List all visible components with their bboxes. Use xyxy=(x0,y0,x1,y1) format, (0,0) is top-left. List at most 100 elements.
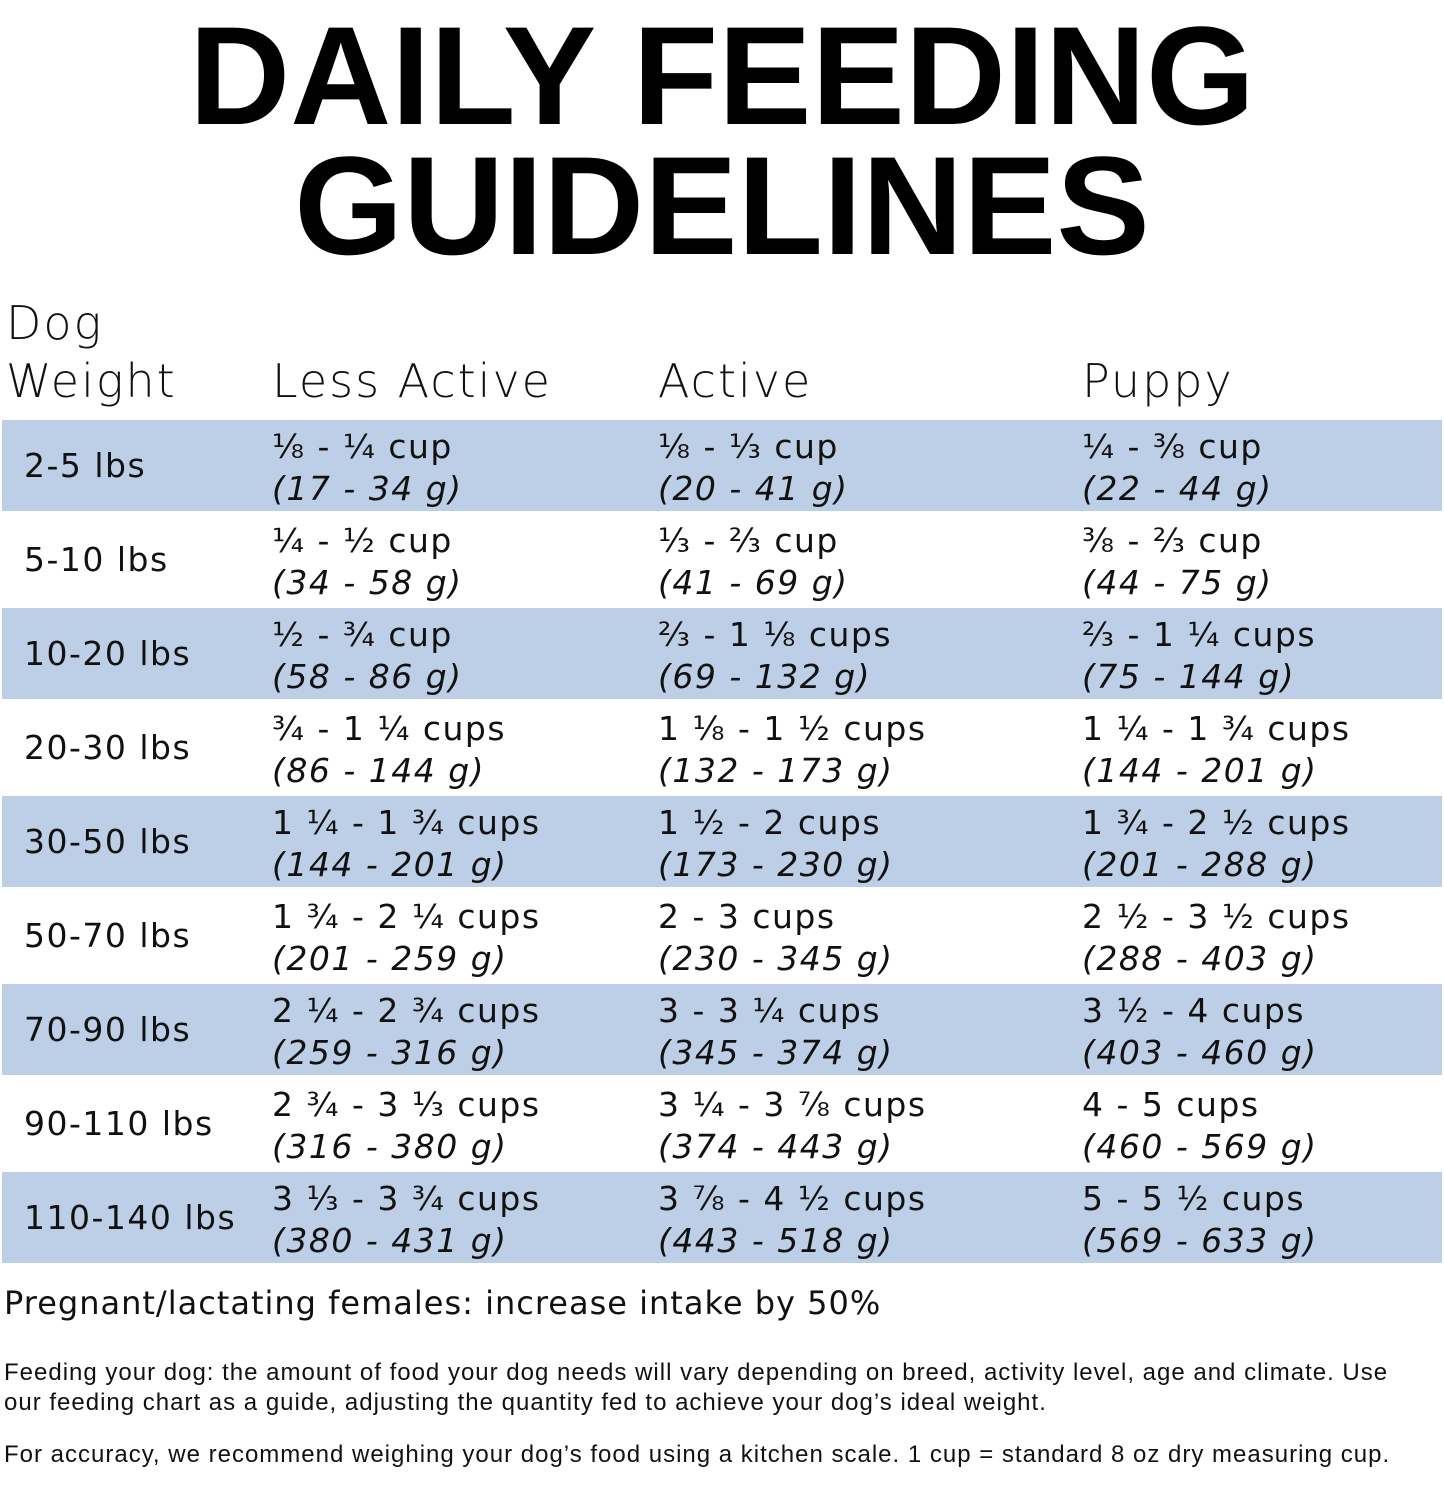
cups-amount: 2 ½ - 3 ½ cups xyxy=(1082,897,1351,936)
header-less-active: Less Active xyxy=(272,354,552,408)
puppy-cell: 3 ½ - 4 cups (403 - 460 g) xyxy=(1082,990,1318,1074)
cups-amount: 1 ¾ - 2 ½ cups xyxy=(1082,803,1351,842)
table-row: 50-70 lbs 1 ¾ - 2 ¼ cups (201 - 259 g) 2 - … xyxy=(2,890,1442,981)
less-active-cell: ½ - ¾ cup (58 - 86 g) xyxy=(272,614,463,698)
header-active: Active xyxy=(658,354,813,408)
active-cell: 1 ⅛ - 1 ½ cups (132 - 173 g) xyxy=(658,708,927,792)
cups-amount: ⅛ - ¼ cup xyxy=(272,427,453,466)
cups-amount: ⅔ - 1 ⅛ cups xyxy=(658,615,893,654)
footnotes: Feeding your dog: the amount of food you… xyxy=(4,1358,1424,1492)
grams-amount: (443 - 518 g) xyxy=(658,1221,894,1260)
grams-amount: (17 - 34 g) xyxy=(272,469,463,508)
header-dog-weight: Dog Weight xyxy=(6,294,177,410)
grams-amount: (44 - 75 g) xyxy=(1082,563,1273,602)
weight-cell: 5-10 lbs xyxy=(24,540,169,579)
grams-amount: (173 - 230 g) xyxy=(658,845,894,884)
less-active-cell: ¾ - 1 ¼ cups (86 - 144 g) xyxy=(272,708,506,792)
accuracy-paragraph: For accuracy, we recommend weighing your… xyxy=(4,1441,1391,1468)
grams-amount: (75 - 144 g) xyxy=(1082,657,1296,696)
less-active-cell: 1 ¾ - 2 ¼ cups (201 - 259 g) xyxy=(272,896,541,980)
less-active-cell: 2 ¾ - 3 ⅓ cups (316 - 380 g) xyxy=(272,1084,541,1168)
active-cell: 3 - 3 ¼ cups (345 - 374 g) xyxy=(658,990,894,1074)
cups-amount: 3 ½ - 4 cups xyxy=(1082,991,1306,1030)
cups-amount: ⅜ - ⅔ cup xyxy=(1082,521,1263,560)
table-row: 70-90 lbs 2 ¼ - 2 ¾ cups (259 - 316 g) 3 - … xyxy=(2,984,1442,1075)
grams-amount: (403 - 460 g) xyxy=(1082,1033,1318,1072)
cups-amount: ⅓ - ⅔ cup xyxy=(658,521,839,560)
cups-amount: 1 ½ - 2 cups xyxy=(658,803,882,842)
title-line-2: GUIDELINES xyxy=(294,127,1150,284)
cups-amount: 2 - 3 cups xyxy=(658,897,836,936)
less-active-cell: 3 ⅓ - 3 ¾ cups (380 - 431 g) xyxy=(272,1178,541,1262)
table-row: 5-10 lbs ¼ - ½ cup (34 - 58 g) ⅓ - ⅔ cup (41… xyxy=(2,514,1442,605)
grams-amount: (288 - 403 g) xyxy=(1082,939,1318,978)
puppy-cell: ⅜ - ⅔ cup (44 - 75 g) xyxy=(1082,520,1273,604)
cups-amount: ¾ - 1 ¼ cups xyxy=(272,709,507,748)
pregnancy-note: Pregnant/lactating females: increase int… xyxy=(4,1284,882,1322)
cups-amount: 1 ¼ - 1 ¾ cups xyxy=(272,803,541,842)
cups-amount: 1 ¼ - 1 ¾ cups xyxy=(1082,709,1351,748)
grams-amount: (58 - 86 g) xyxy=(272,657,463,696)
cups-amount: 4 - 5 cups xyxy=(1082,1085,1260,1124)
table-row: 90-110 lbs 2 ¾ - 3 ⅓ cups (316 - 380 g) 3 ¼… xyxy=(2,1078,1442,1169)
weight-cell: 70-90 lbs xyxy=(24,1010,192,1049)
active-cell: ⅔ - 1 ⅛ cups (69 - 132 g) xyxy=(658,614,892,698)
grams-amount: (69 - 132 g) xyxy=(658,657,872,696)
puppy-cell: 1 ¾ - 2 ½ cups (201 - 288 g) xyxy=(1082,802,1351,886)
puppy-cell: 2 ½ - 3 ½ cups (288 - 403 g) xyxy=(1082,896,1351,980)
cups-amount: 1 ⅛ - 1 ½ cups xyxy=(658,709,927,748)
puppy-cell: 4 - 5 cups (460 - 569 g) xyxy=(1082,1084,1318,1168)
table-row: 110-140 lbs 3 ⅓ - 3 ¾ cups (380 - 431 g) 3 … xyxy=(2,1172,1442,1263)
cups-amount: 2 ¼ - 2 ¾ cups xyxy=(272,991,541,1030)
cups-amount: 1 ¾ - 2 ¼ cups xyxy=(272,897,541,936)
table-row: 30-50 lbs 1 ¼ - 1 ¾ cups (144 - 201 g) 1 ½ … xyxy=(2,796,1442,887)
active-cell: 3 ¼ - 3 ⅞ cups (374 - 443 g) xyxy=(658,1084,927,1168)
less-active-cell: 2 ¼ - 2 ¾ cups (259 - 316 g) xyxy=(272,990,541,1074)
grams-amount: (144 - 201 g) xyxy=(272,845,508,884)
puppy-cell: ¼ - ⅜ cup (22 - 44 g) xyxy=(1082,426,1273,510)
grams-amount: (20 - 41 g) xyxy=(658,469,849,508)
cups-amount: 3 ¼ - 3 ⅞ cups xyxy=(658,1085,927,1124)
cups-amount: 3 - 3 ¼ cups xyxy=(658,991,882,1030)
puppy-cell: ⅔ - 1 ¼ cups (75 - 144 g) xyxy=(1082,614,1316,698)
grams-amount: (201 - 288 g) xyxy=(1082,845,1318,884)
grams-amount: (86 - 144 g) xyxy=(272,751,486,790)
feeding-table: 2-5 lbs ⅛ - ¼ cup (17 - 34 g) ⅛ - ⅓ cup (20 … xyxy=(2,420,1442,1266)
grams-amount: (380 - 431 g) xyxy=(272,1221,508,1260)
less-active-cell: 1 ¼ - 1 ¾ cups (144 - 201 g) xyxy=(272,802,541,886)
weight-cell: 30-50 lbs xyxy=(24,822,192,861)
title-line-1: DAILY FEEDING xyxy=(189,0,1255,154)
puppy-cell: 1 ¼ - 1 ¾ cups (144 - 201 g) xyxy=(1082,708,1351,792)
cups-amount: 3 ⅞ - 4 ½ cups xyxy=(658,1179,927,1218)
feeding-paragraph: Feeding your dog: the amount of food you… xyxy=(4,1359,1389,1416)
grams-amount: (345 - 374 g) xyxy=(658,1033,894,1072)
grams-amount: (316 - 380 g) xyxy=(272,1127,508,1166)
grams-amount: (132 - 173 g) xyxy=(658,751,894,790)
table-row: 2-5 lbs ⅛ - ¼ cup (17 - 34 g) ⅛ - ⅓ cup (20 … xyxy=(2,420,1442,511)
weight-cell: 20-30 lbs xyxy=(24,728,192,767)
weight-cell: 50-70 lbs xyxy=(24,916,192,955)
active-cell: 1 ½ - 2 cups (173 - 230 g) xyxy=(658,802,894,886)
header-weight-line2: Weight xyxy=(6,354,177,408)
grams-amount: (230 - 345 g) xyxy=(658,939,894,978)
table-row: 20-30 lbs ¾ - 1 ¼ cups (86 - 144 g) 1 ⅛ - 1… xyxy=(2,702,1442,793)
grams-amount: (259 - 316 g) xyxy=(272,1033,508,1072)
active-cell: ⅓ - ⅔ cup (41 - 69 g) xyxy=(658,520,849,604)
grams-amount: (22 - 44 g) xyxy=(1082,469,1273,508)
weight-cell: 90-110 lbs xyxy=(24,1104,214,1143)
weight-cell: 110-140 lbs xyxy=(24,1198,237,1237)
puppy-cell: 5 - 5 ½ cups (569 - 633 g) xyxy=(1082,1178,1318,1262)
active-cell: 3 ⅞ - 4 ½ cups (443 - 518 g) xyxy=(658,1178,927,1262)
cups-amount: ¼ - ⅜ cup xyxy=(1082,427,1263,466)
cups-amount: ½ - ¾ cup xyxy=(272,615,453,654)
cups-amount: 5 - 5 ½ cups xyxy=(1082,1179,1306,1218)
grams-amount: (374 - 443 g) xyxy=(658,1127,894,1166)
grams-amount: (41 - 69 g) xyxy=(658,563,849,602)
table-row: 10-20 lbs ½ - ¾ cup (58 - 86 g) ⅔ - 1 ⅛ cup… xyxy=(2,608,1442,699)
grams-amount: (569 - 633 g) xyxy=(1082,1221,1318,1260)
weight-cell: 10-20 lbs xyxy=(24,634,192,673)
cups-amount: 2 ¾ - 3 ⅓ cups xyxy=(272,1085,541,1124)
grams-amount: (201 - 259 g) xyxy=(272,939,508,978)
weight-cell: 2-5 lbs xyxy=(24,446,147,485)
cups-amount: ¼ - ½ cup xyxy=(272,521,453,560)
